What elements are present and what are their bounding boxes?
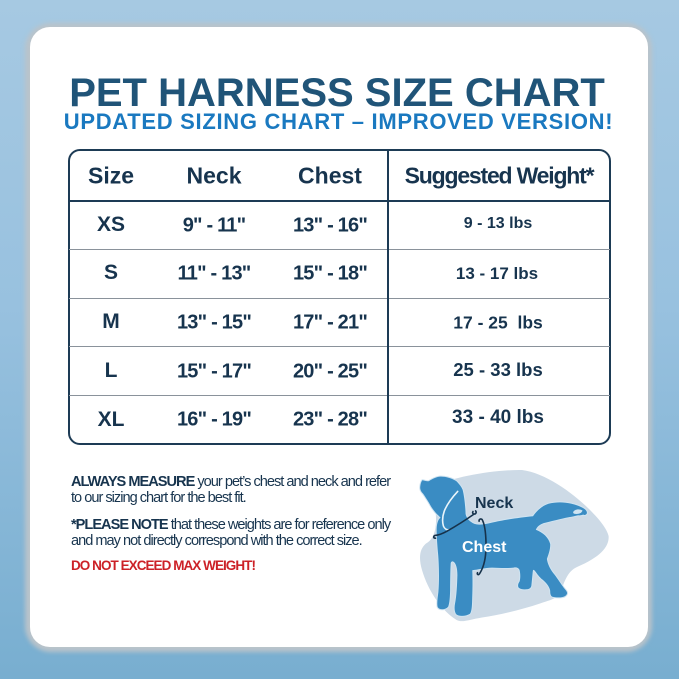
svg-text:Neck: Neck [475, 495, 513, 512]
svg-text:Chest: Chest [462, 539, 507, 556]
